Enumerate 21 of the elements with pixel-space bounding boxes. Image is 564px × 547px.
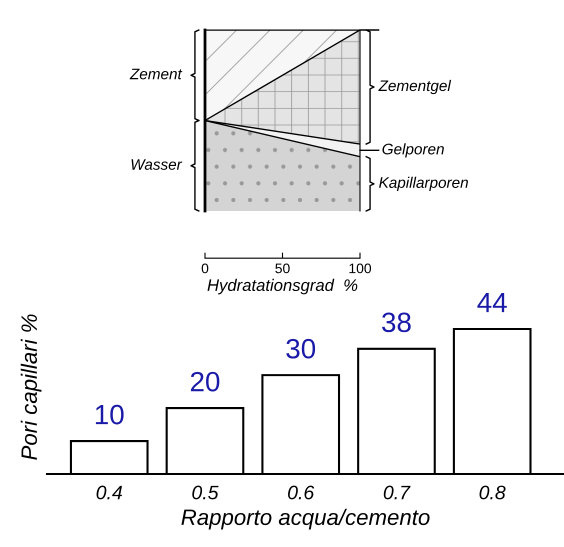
x-tick-label: 50	[275, 263, 290, 274]
data-label: 10	[96, 404, 124, 424]
x-tick-label: 0.7	[384, 486, 411, 500]
series-label: Zement	[130, 68, 182, 80]
series-label: Kapillarporen	[379, 176, 468, 191]
y-axis-title: Pori capillari %	[20, 314, 42, 460]
x-axis-title: Hydratationsgrad %	[208, 278, 358, 294]
legend-label: Gelporen	[382, 143, 444, 158]
x-tick-label: 0.8	[480, 486, 506, 500]
x-tick-label: 0	[202, 263, 208, 274]
x-axis-title: Rapporto acqua/cemento	[181, 508, 430, 530]
series-label: Zementgel	[378, 80, 452, 94]
x-tick-label: 0.5	[192, 486, 219, 500]
x-tick-label: 0.6	[288, 486, 314, 500]
x-tick-label: 0.4	[96, 486, 122, 500]
data-label: 20	[190, 372, 220, 392]
text: Wasser	[132, 159, 182, 170]
data-label: 38	[382, 312, 411, 332]
data-label: 30	[286, 338, 316, 359]
data-label: 44	[477, 293, 507, 312]
x-tick-label: 100	[349, 263, 372, 274]
